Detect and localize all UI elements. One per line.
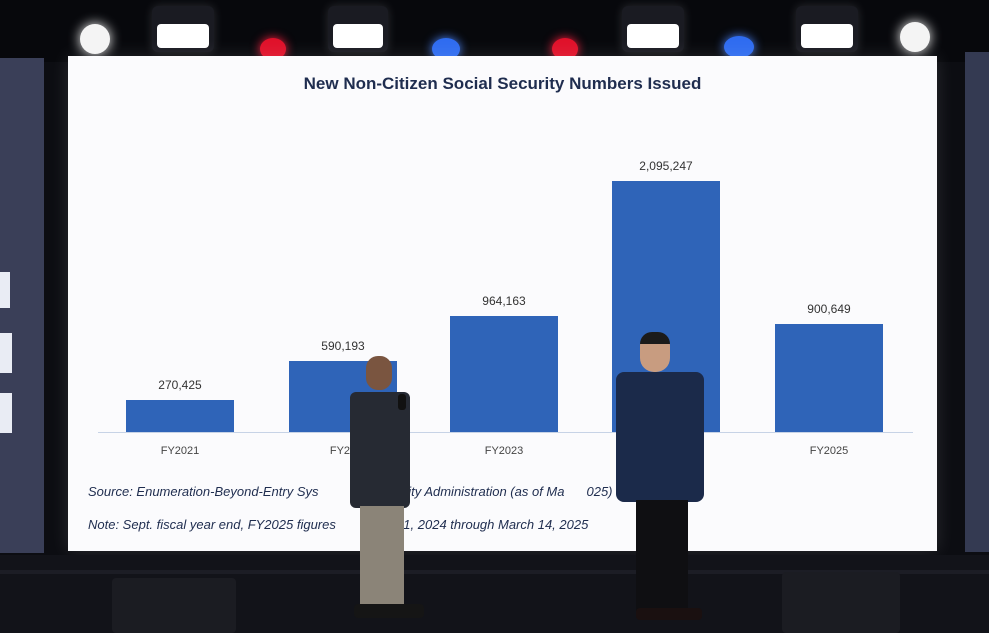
note-text-tail: Oct. 1, 2024 through March 14, 2025: [375, 517, 589, 532]
floodlight-icon: [328, 6, 388, 52]
source-line: Source: Enumeration-Beyond-Entry Sys al S…: [88, 484, 613, 499]
chart-bar: [126, 399, 234, 432]
blue-spotlight-icon: [724, 36, 754, 58]
category-label: FY2025: [809, 445, 849, 457]
blue-spotlight-icon: [432, 38, 460, 60]
right-led-panel: [965, 52, 989, 552]
source-text: Source: Enumeration-Beyond-Entry Sys: [88, 484, 319, 499]
bar-value-label: 270,425: [158, 377, 202, 392]
white-spotlight-icon: [900, 22, 930, 52]
note-line: Note: Sept. fiscal year end, FY2025 figu…: [88, 517, 588, 532]
white-spotlight-icon: [80, 24, 110, 54]
stage-monitor-left: [112, 578, 236, 633]
source-text-end: 025): [586, 484, 613, 499]
bar-value-label: 900,649: [807, 301, 851, 316]
floodlight-icon: [796, 6, 858, 52]
floodlight-icon: [152, 6, 214, 52]
red-spotlight-icon: [552, 38, 578, 60]
left-led-panel: [0, 58, 44, 553]
speaker-left: [344, 356, 434, 626]
bar-value-label: 2,095,247: [639, 158, 693, 173]
category-label: FY2023: [484, 445, 524, 457]
presentation-screen: New Non-Citizen Social Security Numbers …: [68, 56, 937, 551]
red-spotlight-icon: [260, 38, 286, 60]
bar-value-label: 964,163: [482, 294, 526, 309]
stage-monitor-right: [782, 572, 900, 633]
chart-bar: [775, 323, 883, 432]
speaker-right: [614, 332, 710, 624]
note-text: Note: Sept. fiscal year end, FY2025 figu…: [88, 517, 336, 532]
slide-title: New Non-Citizen Social Security Numbers …: [303, 74, 702, 93]
chart-baseline: [98, 432, 913, 433]
source-text-tail: al Security Administration (as of Ma: [360, 484, 565, 499]
stage-edge: [0, 570, 989, 574]
category-label: FY2021: [160, 445, 200, 457]
lighting-truss: [0, 0, 989, 62]
microphone-icon: [398, 394, 406, 410]
partial-logo-lettering: [0, 258, 18, 448]
bar-value-label: 590,193: [321, 339, 365, 354]
category-label: FY20: [329, 445, 357, 457]
floodlight-icon: [622, 6, 684, 52]
chart-bar: [450, 316, 558, 432]
